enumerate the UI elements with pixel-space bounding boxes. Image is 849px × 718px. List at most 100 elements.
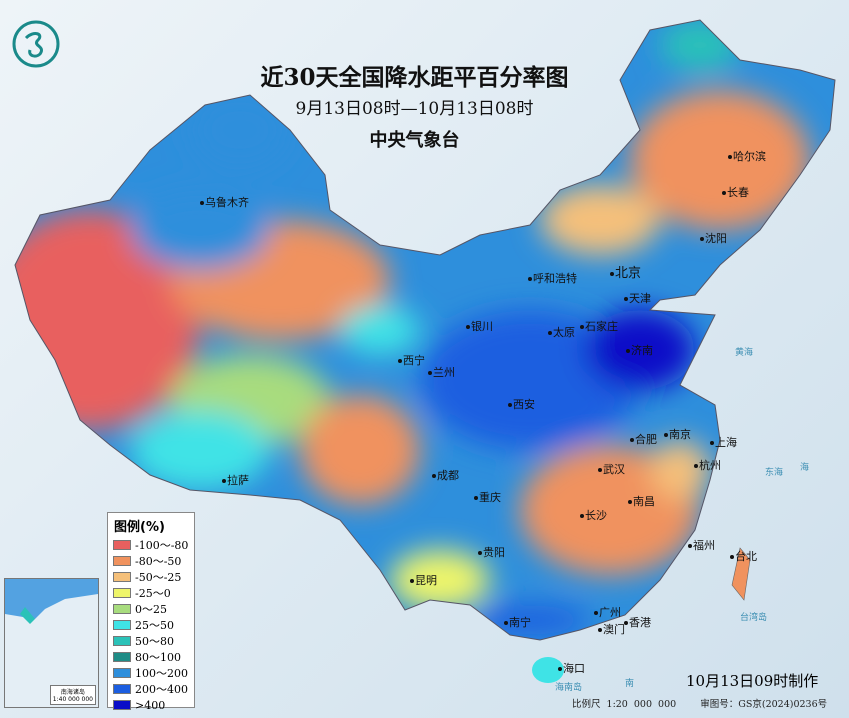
city-dot-icon bbox=[722, 191, 726, 195]
city-label: 济南 bbox=[626, 342, 653, 358]
city-label: 福州 bbox=[688, 537, 715, 553]
city-dot-icon bbox=[508, 403, 512, 407]
legend-swatch bbox=[113, 652, 131, 662]
cma-logo bbox=[12, 20, 60, 68]
city-dot-icon bbox=[558, 667, 562, 671]
map-scale: 比例尺 1:20 000 000 bbox=[572, 699, 677, 710]
city-label: 台北 bbox=[730, 548, 757, 564]
legend-item: >400 bbox=[113, 697, 194, 713]
approval-number: 审图号：GS京(2024)0236号 bbox=[700, 699, 828, 710]
city-dot-icon bbox=[730, 555, 734, 559]
legend-item: -50～-25 bbox=[113, 569, 194, 585]
city-dot-icon bbox=[428, 371, 432, 375]
city-dot-icon bbox=[410, 579, 414, 583]
taiwan-island bbox=[731, 547, 751, 601]
city-dot-icon bbox=[710, 441, 714, 445]
city-dot-icon bbox=[598, 628, 602, 632]
city-label: 广州 bbox=[594, 604, 621, 620]
city-label: 杭州 bbox=[694, 457, 721, 473]
city-label: 重庆 bbox=[474, 489, 501, 505]
city-label: 澳门 bbox=[598, 621, 625, 637]
city-dot-icon bbox=[626, 349, 630, 353]
city-label: 香港 bbox=[624, 614, 651, 630]
legend-item: -25～0 bbox=[113, 585, 194, 601]
sea-label: 黄海 bbox=[735, 348, 754, 358]
city-label: 哈尔滨 bbox=[728, 148, 766, 164]
legend-item: -80～-50 bbox=[113, 553, 194, 569]
map-title: 近30天全国降水距平百分率图 bbox=[260, 64, 569, 91]
hainan-island bbox=[532, 657, 564, 683]
city-label: 太原 bbox=[548, 324, 575, 340]
city-dot-icon bbox=[222, 479, 226, 483]
city-label: 乌鲁木齐 bbox=[200, 194, 249, 210]
city-label: 呼和浩特 bbox=[528, 270, 577, 286]
city-dot-icon bbox=[478, 551, 482, 555]
legend-item: 0～25 bbox=[113, 601, 194, 617]
city-dot-icon bbox=[528, 277, 532, 281]
city-dot-icon bbox=[398, 359, 402, 363]
legend-item: 100～200 bbox=[113, 665, 194, 681]
city-label: 天津 bbox=[624, 290, 651, 306]
inset-scale: 南海诸岛 1:40 000 000 bbox=[49, 685, 96, 705]
legend-swatch bbox=[113, 572, 131, 582]
legend-item: 80～100 bbox=[113, 649, 194, 665]
legend-title: 图例(%) bbox=[114, 520, 165, 535]
city-label: 海口 bbox=[558, 660, 585, 676]
made-time: 10月13日09时制作 bbox=[686, 672, 819, 690]
footer: 比例尺 1:20 000 000 审图号：GS京(2024)0236号 bbox=[572, 696, 827, 710]
city-label: 上海 bbox=[710, 434, 737, 450]
sea-label: 海南岛 bbox=[555, 683, 583, 693]
legend-swatch bbox=[113, 604, 131, 614]
city-dot-icon bbox=[474, 496, 478, 500]
city-dot-icon bbox=[466, 325, 470, 329]
legend-item: 50～80 bbox=[113, 633, 194, 649]
city-dot-icon bbox=[624, 621, 628, 625]
legend-item: 25～50 bbox=[113, 617, 194, 633]
city-label: 成都 bbox=[432, 467, 459, 483]
south-china-sea-inset: 南海诸岛 1:40 000 000 bbox=[4, 578, 99, 708]
city-label: 南昌 bbox=[628, 493, 655, 509]
city-label: 长沙 bbox=[580, 507, 607, 523]
city-label: 南京 bbox=[664, 426, 691, 442]
city-dot-icon bbox=[664, 433, 668, 437]
city-label: 西安 bbox=[508, 396, 535, 412]
legend-item: -100～-80 bbox=[113, 537, 194, 553]
city-label: 北京 bbox=[610, 262, 641, 281]
city-label: 银川 bbox=[466, 318, 493, 334]
city-dot-icon bbox=[580, 325, 584, 329]
city-dot-icon bbox=[548, 331, 552, 335]
city-label: 长春 bbox=[722, 184, 749, 200]
legend-swatch bbox=[113, 588, 131, 598]
city-dot-icon bbox=[700, 237, 704, 241]
city-dot-icon bbox=[594, 611, 598, 615]
city-label: 南宁 bbox=[504, 614, 531, 630]
city-dot-icon bbox=[630, 438, 634, 442]
city-label: 贵阳 bbox=[478, 544, 505, 560]
legend-swatch bbox=[113, 620, 131, 630]
city-dot-icon bbox=[628, 500, 632, 504]
map-period: 9月13日08时—10月13日08时 bbox=[295, 99, 534, 119]
city-label: 西宁 bbox=[398, 352, 425, 368]
map-issuer: 中央气象台 bbox=[369, 130, 460, 151]
legend-swatch bbox=[113, 700, 131, 710]
legend-swatch bbox=[113, 556, 131, 566]
city-label: 石家庄 bbox=[580, 318, 618, 334]
legend-item: 200～400 bbox=[113, 681, 194, 697]
city-label: 武汉 bbox=[598, 461, 625, 477]
legend: 图例(%) -100～-80 -80～-50 -50～-25 -25～0 0～25 25～… bbox=[107, 512, 195, 712]
city-dot-icon bbox=[610, 271, 614, 276]
legend-swatch bbox=[113, 668, 131, 678]
city-dot-icon bbox=[504, 621, 508, 625]
legend-swatch bbox=[113, 540, 131, 550]
city-dot-icon bbox=[598, 468, 602, 472]
city-label: 沈阳 bbox=[700, 230, 727, 246]
legend-swatch bbox=[113, 636, 131, 646]
city-dot-icon bbox=[694, 464, 698, 468]
city-dot-icon bbox=[200, 201, 204, 205]
city-label: 合肥 bbox=[630, 431, 657, 447]
sea-label: 南 bbox=[625, 679, 635, 689]
city-dot-icon bbox=[728, 155, 732, 159]
sea-label: 海 bbox=[800, 463, 810, 473]
sea-label: 东海 bbox=[765, 468, 784, 478]
